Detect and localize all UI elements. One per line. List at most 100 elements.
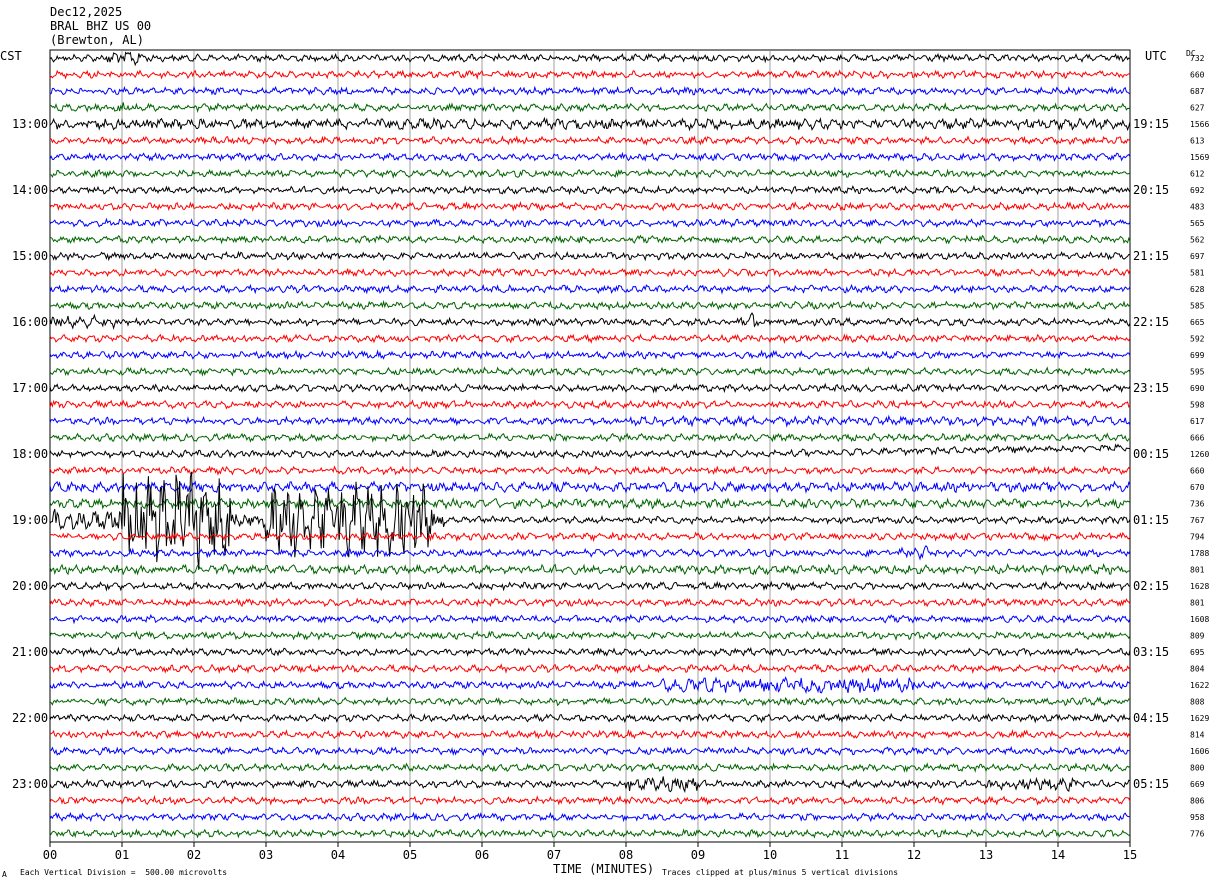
dc-offset-label: 801 xyxy=(1190,599,1205,608)
seismic-trace xyxy=(49,544,1131,561)
seismic-trace xyxy=(49,480,1131,494)
seismic-trace xyxy=(49,135,1131,146)
plot-date: Dec12,2025 xyxy=(50,5,123,19)
left-hour-label: 18:00 xyxy=(12,447,48,461)
seismic-trace xyxy=(49,531,1131,543)
x-tick-label: 07 xyxy=(547,848,561,862)
seismic-trace xyxy=(49,663,1131,675)
left-hour-label: 16:00 xyxy=(12,315,48,329)
corner-mark: A xyxy=(2,870,7,879)
dc-offset-label: 1569 xyxy=(1190,153,1209,162)
dc-offset-label: 794 xyxy=(1190,533,1205,542)
dc-offset-label: 687 xyxy=(1190,87,1205,96)
right-timezone-label: UTC xyxy=(1145,49,1167,63)
dc-offset-label: 697 xyxy=(1190,252,1205,261)
dc-offset-label: 1622 xyxy=(1190,681,1209,690)
seismic-trace xyxy=(49,828,1131,839)
left-hour-label: 14:00 xyxy=(12,183,48,197)
seismic-trace xyxy=(49,630,1131,642)
x-tick-label: 13 xyxy=(979,848,993,862)
x-tick-label: 15 xyxy=(1123,848,1137,862)
dc-offset-label: 595 xyxy=(1190,368,1205,377)
dc-offset-label: 585 xyxy=(1190,302,1205,311)
scale-note: Each Vertical Division = 500.00 microvol… xyxy=(20,868,228,877)
left-hour-label: 19:00 xyxy=(12,513,48,527)
dc-offset-label: 958 xyxy=(1190,813,1205,822)
dc-offset-label: 612 xyxy=(1190,170,1205,179)
dc-label: DC xyxy=(1186,49,1196,58)
seismic-trace xyxy=(49,382,1131,394)
seismic-trace xyxy=(49,762,1131,773)
seismic-trace xyxy=(49,51,1131,67)
dc-offset-label: 806 xyxy=(1190,797,1205,806)
left-hour-label: 15:00 xyxy=(12,249,48,263)
x-tick-label: 05 xyxy=(403,848,417,862)
seismic-trace xyxy=(49,283,1131,295)
dc-offset-label: 627 xyxy=(1190,104,1205,113)
dc-offset-label: 592 xyxy=(1190,335,1205,344)
dc-offset-label: 581 xyxy=(1190,269,1205,278)
right-hour-label: 22:15 xyxy=(1133,315,1169,329)
seismic-trace xyxy=(49,597,1131,608)
dc-offset-label: 1628 xyxy=(1190,582,1209,591)
x-tick-label: 08 xyxy=(619,848,633,862)
seismic-trace xyxy=(49,563,1131,576)
left-hour-label: 20:00 xyxy=(12,579,48,593)
dc-offset-label: 690 xyxy=(1190,384,1205,393)
dc-offset-label: 1788 xyxy=(1190,549,1209,558)
left-hour-label: 13:00 xyxy=(12,117,48,131)
x-tick-label: 04 xyxy=(331,848,345,862)
dc-offset-label: 808 xyxy=(1190,698,1205,707)
right-hour-label: 23:15 xyxy=(1133,381,1169,395)
clip-note: Traces clipped at plus/minus 5 vertical … xyxy=(662,868,899,877)
right-hour-label: 05:15 xyxy=(1133,777,1169,791)
right-hour-label: 02:15 xyxy=(1133,579,1169,593)
right-hour-label: 19:15 xyxy=(1133,117,1169,131)
x-tick-label: 10 xyxy=(763,848,777,862)
seismic-trace xyxy=(49,267,1131,278)
dc-offset-label: 776 xyxy=(1190,830,1205,839)
dc-offset-label: 800 xyxy=(1190,764,1205,773)
dc-offset-label: 736 xyxy=(1190,500,1205,509)
seismic-trace xyxy=(49,250,1131,262)
left-hour-label: 22:00 xyxy=(12,711,48,725)
dc-offset-label: 670 xyxy=(1190,483,1205,492)
dc-offset-label: 669 xyxy=(1190,780,1205,789)
left-hour-label: 17:00 xyxy=(12,381,48,395)
dc-offset-label: 1566 xyxy=(1190,120,1209,129)
dc-offset-label: 565 xyxy=(1190,219,1205,228)
dc-offset-label: 1629 xyxy=(1190,714,1209,723)
seismic-trace xyxy=(49,794,1131,806)
right-hour-label: 21:15 xyxy=(1133,249,1169,263)
dc-offset-label: 483 xyxy=(1190,203,1205,212)
dc-offset-label: 665 xyxy=(1190,318,1205,327)
dc-offset-label: 695 xyxy=(1190,648,1205,657)
dc-offset-label: 692 xyxy=(1190,186,1205,195)
dc-offset-label: 732 xyxy=(1190,54,1205,63)
x-tick-label: 11 xyxy=(835,848,849,862)
seismic-trace xyxy=(49,432,1131,443)
seismic-trace xyxy=(49,471,1131,570)
seismic-trace xyxy=(49,728,1131,740)
seismic-trace xyxy=(49,745,1131,757)
seismic-trace xyxy=(50,613,1131,625)
seismic-trace xyxy=(49,234,1131,245)
right-hour-label: 00:15 xyxy=(1133,447,1169,461)
seismic-trace xyxy=(49,465,1131,476)
dc-offset-label: 767 xyxy=(1190,516,1205,525)
station-location: (Brewton, AL) xyxy=(50,33,144,47)
dc-offset-label: 617 xyxy=(1190,417,1205,426)
dc-offset-label: 1608 xyxy=(1190,615,1209,624)
dc-offset-label: 598 xyxy=(1190,401,1205,410)
dc-offset-label: 666 xyxy=(1190,434,1205,443)
x-tick-label: 01 xyxy=(115,848,129,862)
left-hour-label: 21:00 xyxy=(12,645,48,659)
seismic-trace xyxy=(49,68,1131,80)
dc-offset-label: 804 xyxy=(1190,665,1205,674)
dc-offset-label: 613 xyxy=(1190,137,1205,146)
right-hour-label: 20:15 xyxy=(1133,183,1169,197)
seismic-trace xyxy=(49,696,1131,707)
seismic-trace xyxy=(49,349,1131,361)
dc-offset-label: 801 xyxy=(1190,566,1205,575)
